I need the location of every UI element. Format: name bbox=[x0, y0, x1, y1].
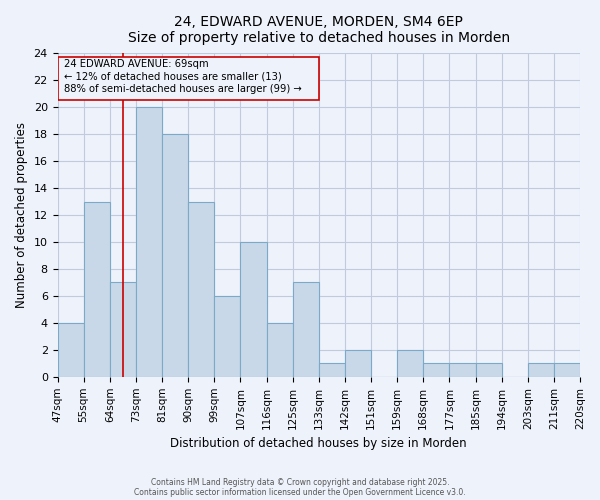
Bar bbox=[266, 323, 293, 377]
Text: 24 EDWARD AVENUE: 69sqm: 24 EDWARD AVENUE: 69sqm bbox=[64, 60, 209, 70]
X-axis label: Distribution of detached houses by size in Morden: Distribution of detached houses by size … bbox=[170, 437, 467, 450]
Bar bbox=[241, 242, 266, 377]
FancyBboxPatch shape bbox=[58, 58, 319, 100]
Bar bbox=[423, 364, 449, 377]
Text: Contains HM Land Registry data © Crown copyright and database right 2025.
Contai: Contains HM Land Registry data © Crown c… bbox=[134, 478, 466, 497]
Title: 24, EDWARD AVENUE, MORDEN, SM4 6EP
Size of property relative to detached houses : 24, EDWARD AVENUE, MORDEN, SM4 6EP Size … bbox=[128, 15, 510, 45]
Bar bbox=[83, 202, 110, 377]
Bar bbox=[162, 134, 188, 377]
Bar bbox=[293, 282, 319, 377]
Bar bbox=[58, 323, 83, 377]
Y-axis label: Number of detached properties: Number of detached properties bbox=[15, 122, 28, 308]
Bar bbox=[110, 282, 136, 377]
Text: ← 12% of detached houses are smaller (13): ← 12% of detached houses are smaller (13… bbox=[64, 72, 282, 82]
Bar bbox=[449, 364, 476, 377]
Bar bbox=[554, 364, 580, 377]
Bar bbox=[476, 364, 502, 377]
Bar bbox=[214, 296, 241, 377]
Bar bbox=[345, 350, 371, 377]
Bar bbox=[528, 364, 554, 377]
Bar bbox=[188, 202, 214, 377]
Text: 88% of semi-detached houses are larger (99) →: 88% of semi-detached houses are larger (… bbox=[64, 84, 302, 94]
Bar bbox=[319, 364, 345, 377]
Bar bbox=[136, 107, 162, 377]
Bar bbox=[397, 350, 423, 377]
